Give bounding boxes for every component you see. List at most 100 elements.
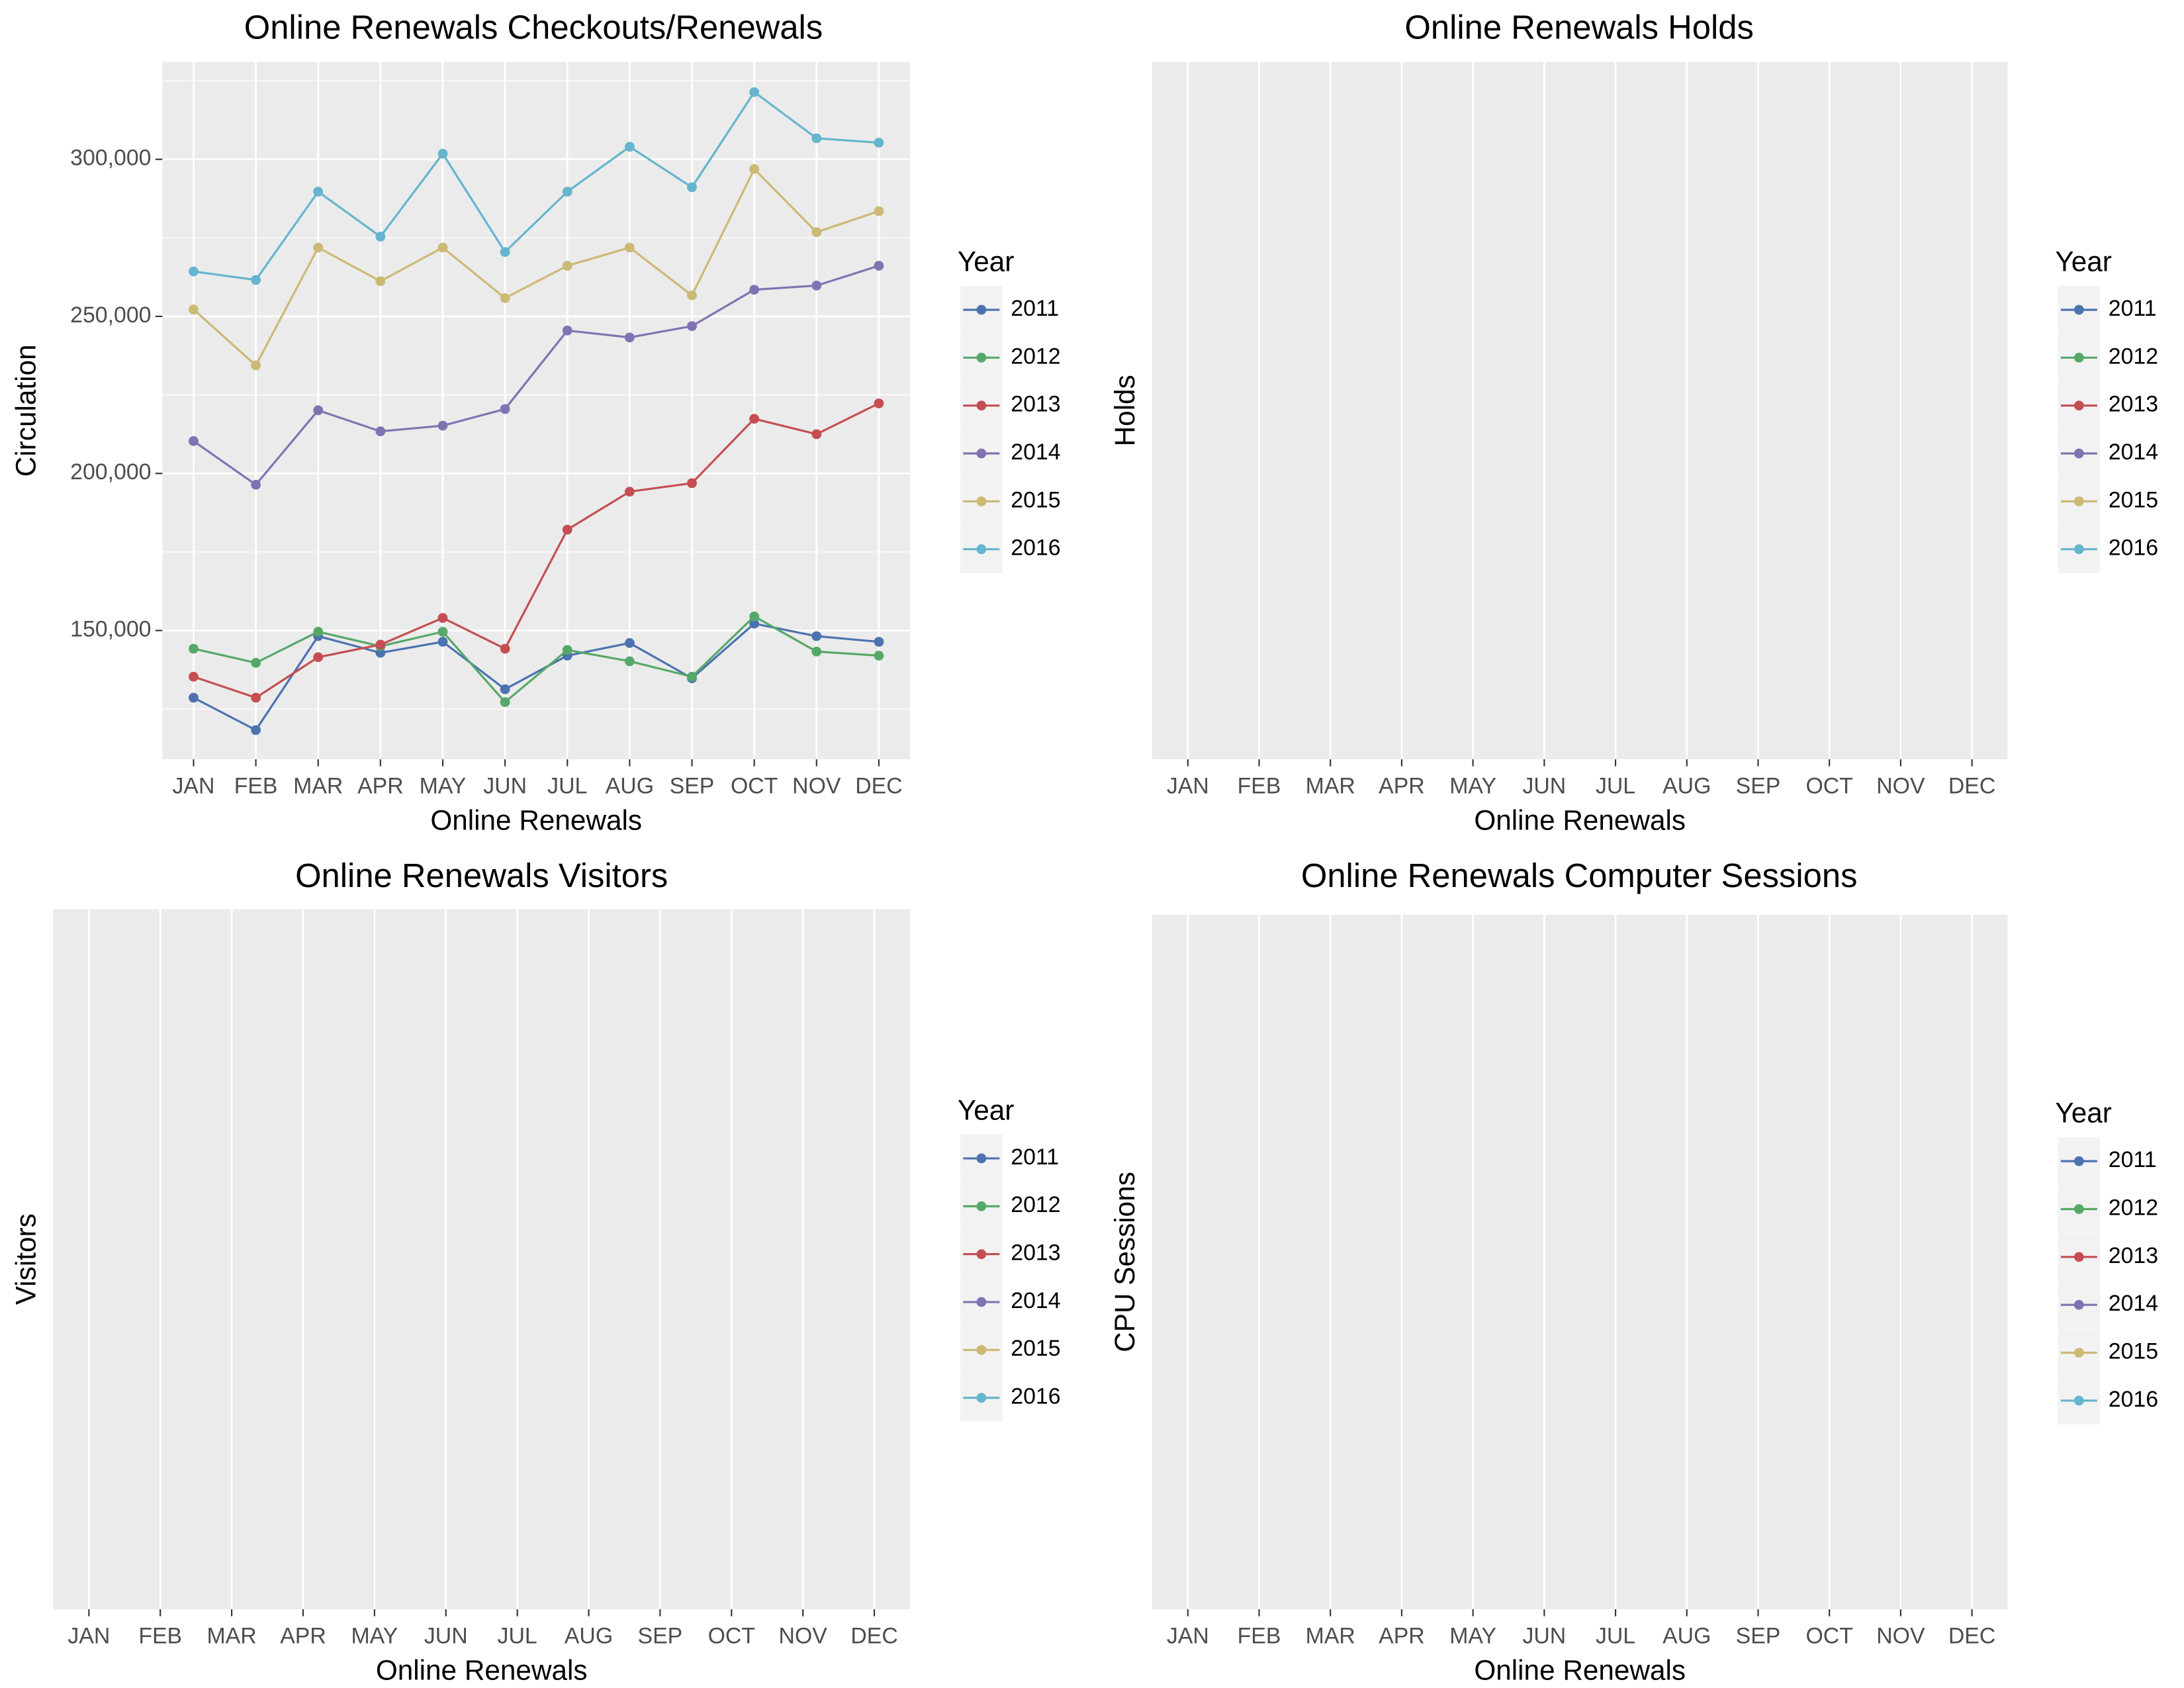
legend-key-point <box>2073 1348 2084 1358</box>
legend-label: 2011 <box>2109 1147 2157 1172</box>
x-tick-label: OCT <box>1805 773 1852 798</box>
series-line <box>193 167 880 367</box>
chart-title: Online Renewals Checkouts/Renewals <box>244 8 823 46</box>
chart-title: Online Renewals Holds <box>1404 8 1754 46</box>
legend-label: 2014 <box>1011 1288 1060 1313</box>
legend-label: 2015 <box>1011 487 1060 512</box>
legend-key-point <box>2073 544 2084 555</box>
y-tick-label: 300,000 <box>70 146 151 171</box>
x-tick-label: JUN <box>424 1623 468 1648</box>
legend-key-point <box>976 1297 987 1307</box>
legend-label: 2011 <box>2109 296 2157 321</box>
x-tick-label: DEC <box>855 773 902 798</box>
data-point <box>500 404 510 414</box>
data-point <box>437 637 448 647</box>
x-tick-label: APR <box>1379 773 1425 798</box>
legend-key-point <box>2073 400 2084 411</box>
x-tick-label: MAY <box>1449 1623 1496 1648</box>
data-point <box>313 652 324 663</box>
x-tick-label: NOV <box>792 773 841 798</box>
y-tick-label: 150,000 <box>70 616 151 641</box>
series-line <box>193 265 880 487</box>
data-point <box>624 332 635 343</box>
data-point <box>251 657 261 668</box>
data-point <box>749 285 760 295</box>
data-point <box>437 626 448 637</box>
x-tick-label: JUN <box>1522 1623 1566 1648</box>
x-tick-label: JUN <box>483 773 527 798</box>
x-tick-label: APR <box>357 773 404 798</box>
x-tick-label: MAR <box>207 1623 257 1648</box>
x-tick-label: FEB <box>234 773 278 798</box>
legend-key-point <box>976 1344 987 1355</box>
data-point <box>313 242 324 253</box>
legend-key-point <box>2073 1252 2084 1262</box>
x-tick-label: NOV <box>779 1623 828 1648</box>
legend-key-point <box>2073 352 2084 363</box>
data-point <box>687 671 697 682</box>
plot-panel <box>53 909 910 1610</box>
legend-key-point <box>2073 1395 2084 1406</box>
legend-key-point <box>976 352 987 363</box>
data-point <box>624 638 635 648</box>
legend-key-point <box>976 1249 987 1259</box>
x-tick-label: JUL <box>498 1623 537 1648</box>
legend-label: 2013 <box>2109 1243 2158 1268</box>
legend-key-point <box>2073 305 2084 315</box>
data-point <box>874 651 884 661</box>
legend-label: 2013 <box>1011 392 1060 417</box>
legend-key-point <box>2073 1204 2084 1214</box>
legend-key-point <box>976 448 987 459</box>
data-point <box>624 142 635 152</box>
data-point <box>562 325 572 336</box>
y-axis-label: Holds <box>1109 375 1140 446</box>
x-tick-label: JAN <box>1167 773 1209 798</box>
x-tick-label: JUL <box>547 773 587 798</box>
data-point <box>811 133 822 144</box>
x-tick-label: JAN <box>68 1623 110 1648</box>
legend-key-point <box>2073 1156 2084 1166</box>
data-point <box>874 206 884 216</box>
x-tick-label: MAR <box>293 773 343 798</box>
data-point <box>749 618 760 629</box>
legend-label: 2015 <box>2109 1338 2158 1364</box>
data-point <box>189 671 199 682</box>
legend-title: Year <box>2055 1097 2111 1128</box>
data-point <box>624 242 635 253</box>
x-tick-label: MAY <box>1449 773 1496 798</box>
data-point <box>811 631 822 641</box>
data-point <box>375 276 386 287</box>
data-point <box>687 182 697 193</box>
x-tick-label: MAY <box>351 1623 398 1648</box>
data-point <box>189 305 199 314</box>
series-line <box>193 402 880 699</box>
data-point <box>562 645 572 655</box>
x-tick-label: OCT <box>708 1623 755 1648</box>
data-point <box>687 290 697 301</box>
legend-key-point <box>976 400 987 411</box>
legend-key-point <box>976 544 987 555</box>
data-point <box>624 487 635 497</box>
data-point <box>375 639 386 650</box>
legend-label: 2011 <box>1011 296 1059 321</box>
x-tick-label: JUN <box>1522 773 1566 798</box>
data-point <box>811 281 822 291</box>
x-tick-label: OCT <box>731 773 778 798</box>
data-point <box>189 692 199 703</box>
x-tick-label: APR <box>280 1623 326 1648</box>
y-axis-label: Circulation <box>10 344 41 477</box>
series-line <box>193 90 880 281</box>
x-tick-label: APR <box>1379 1623 1425 1648</box>
data-point <box>500 643 510 654</box>
data-point <box>874 398 884 408</box>
legend-label: 2014 <box>2109 1291 2158 1316</box>
series-line <box>193 622 880 731</box>
data-point <box>375 231 386 242</box>
x-tick-label: SEP <box>670 773 715 798</box>
series-line <box>193 615 880 704</box>
data-point <box>811 227 822 238</box>
legend-key-point <box>976 1153 987 1164</box>
data-point <box>251 275 261 285</box>
x-tick-label: MAY <box>420 773 467 798</box>
